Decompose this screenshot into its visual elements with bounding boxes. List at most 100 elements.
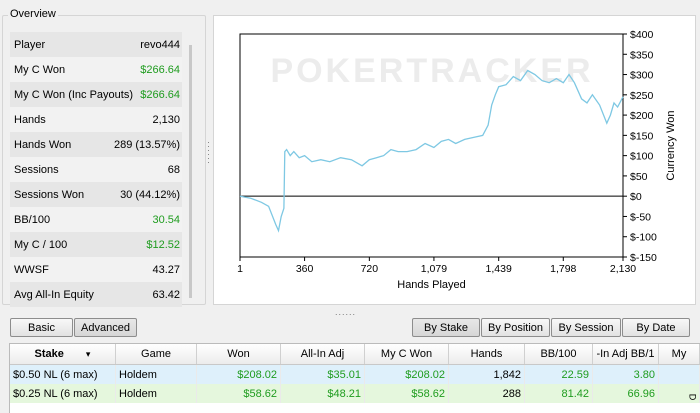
overview-row: My C / 100 $12.52 xyxy=(10,232,182,257)
table-cell: $0.50 NL (6 max) xyxy=(10,365,116,384)
grid-header-label: Won xyxy=(227,348,250,360)
table-row[interactable]: $0.50 NL (6 max) Holdem $208.02 $35.01 $208.… xyxy=(10,365,700,384)
grid-header: Stake ▾ Game Won All-In Adj My C Won Hands BB/… xyxy=(10,344,700,365)
chart-panel: POKERTRACKER $400 $350 $300 $250 $200 $150 $100… xyxy=(213,15,696,305)
y-tick-label: $400 xyxy=(630,29,654,41)
grid-header-cell[interactable]: My xyxy=(659,344,700,364)
grid-header-cell[interactable]: My C Won xyxy=(365,344,449,364)
table-cell: $0.25 NL (6 max) xyxy=(10,384,116,403)
table-cell: 22.59 xyxy=(525,365,593,384)
basic-button[interactable]: Basic xyxy=(10,318,73,337)
grid-header-cell[interactable]: -In Adj BB/1 xyxy=(593,344,659,364)
overview-scrollbar[interactable] xyxy=(189,45,192,298)
overview-row-label: Hands Won xyxy=(14,138,72,151)
grid-header-label: My xyxy=(671,348,687,360)
table-cell xyxy=(659,365,700,384)
overview-row-value: 289 (13.57%) xyxy=(113,138,180,151)
grid-header-cell[interactable]: BB/100 xyxy=(525,344,593,364)
overview-row-label: Player xyxy=(14,38,46,51)
table-cell: $58.62 xyxy=(197,384,281,403)
y-tick-label: $0 xyxy=(630,191,642,203)
table-cell: $48.21 xyxy=(281,384,365,403)
series-line xyxy=(239,69,624,233)
overview-row-label: Sessions Won xyxy=(14,188,85,201)
y-tick-label: $-150 xyxy=(630,252,657,264)
overview-row-value: $266.64 xyxy=(140,88,180,101)
by-stake-button[interactable]: By Stake xyxy=(412,318,480,337)
grid-scroll-label: D xyxy=(687,393,698,401)
x-tick-label: 1 xyxy=(237,263,243,275)
table-cell: $208.02 xyxy=(197,365,281,384)
sort-arrow-icon: ▾ xyxy=(85,348,91,359)
table-cell: $208.02 xyxy=(365,365,449,384)
table-cell: 1,842 xyxy=(449,365,525,384)
advanced-button[interactable]: Advanced xyxy=(74,318,137,337)
y-tick-label: $100 xyxy=(630,151,654,163)
table-row[interactable]: $0.25 NL (6 max) Holdem $58.62 $48.21 $58.62… xyxy=(10,384,700,403)
overview-row: BB/100 30.54 xyxy=(10,207,182,232)
overview-row-value: 2,130 xyxy=(152,113,180,126)
overview-row-value: 43.27 xyxy=(152,263,180,276)
table-cell: 66.96 xyxy=(593,384,659,403)
overview-row-label: Avg All-In Equity xyxy=(14,288,94,301)
y-tick-label: $50 xyxy=(630,171,648,183)
by-session-button[interactable]: By Session xyxy=(551,318,621,337)
y-tick-label: $300 xyxy=(630,70,654,82)
grid-header-label: Hands xyxy=(470,348,503,360)
overview-row-label: My C / 100 xyxy=(14,238,68,251)
plot-frame xyxy=(239,33,624,258)
y-tick-label: $350 xyxy=(630,49,654,61)
table-cell: Holdem xyxy=(116,365,197,384)
vertical-splitter[interactable]: · · · · · · xyxy=(207,137,210,167)
overview-row-value: $266.64 xyxy=(140,63,180,76)
overview-row: My C Won $266.64 xyxy=(10,57,182,82)
grid-header-label: Stake xyxy=(34,348,64,360)
y-tick-label: $150 xyxy=(630,130,654,142)
y-tick-label: $200 xyxy=(630,110,654,122)
x-axis-title: Hands Played xyxy=(397,279,466,291)
overview-row-label: WWSF xyxy=(14,263,49,276)
profit-chart: POKERTRACKER $400 $350 $300 $250 $200 $150 $100… xyxy=(237,29,677,291)
table-cell: 81.42 xyxy=(525,384,593,403)
x-tick-label: 1,439 xyxy=(486,263,512,275)
grid-header-cell[interactable]: All-In Adj xyxy=(281,344,365,364)
overview-row: Player revo444 xyxy=(10,32,182,57)
grid-header-stake-sortable[interactable]: Stake ▾ xyxy=(10,344,116,364)
overview-row-value: 63.42 xyxy=(152,288,180,301)
x-tick-label: 720 xyxy=(361,263,379,275)
grid-header-label: -In Adj BB/1 xyxy=(596,348,655,360)
x-tick-label: 360 xyxy=(296,263,314,275)
by-date-button[interactable]: By Date xyxy=(622,318,690,337)
table-cell: $35.01 xyxy=(281,365,365,384)
grid-header-cell[interactable]: Game xyxy=(116,344,197,364)
grid-header-cell[interactable]: Won xyxy=(197,344,281,364)
overview-row: Avg All-In Equity 63.42 xyxy=(10,282,182,307)
overview-row-label: My C Won xyxy=(14,63,66,76)
table-cell: 3.80 xyxy=(593,365,659,384)
overview-row: Hands Won 289 (13.57%) xyxy=(10,132,182,157)
x-tick-label: 2,130 xyxy=(610,263,636,275)
stats-grid: Stake ▾ Game Won All-In Adj My C Won Hands BB/… xyxy=(9,343,700,413)
overview-row-value: 30.54 xyxy=(152,213,180,226)
watermark-text: POKERTRACKER xyxy=(270,52,593,90)
by-position-button[interactable]: By Position xyxy=(481,318,550,337)
grid-header-cell[interactable]: Hands xyxy=(449,344,525,364)
overview-row-label: My C Won (Inc Payouts) xyxy=(14,88,133,101)
overview-row-value: revo444 xyxy=(140,38,180,51)
y-tick-label: $-100 xyxy=(630,232,657,244)
overview-row: WWSF 43.27 xyxy=(10,257,182,282)
overview-row: My C Won (Inc Payouts) $266.64 xyxy=(10,82,182,107)
overview-title: Overview xyxy=(8,8,58,20)
overview-row-label: BB/100 xyxy=(14,213,51,226)
horizontal-splitter[interactable]: ...... xyxy=(335,307,357,317)
overview-row-value: 68 xyxy=(167,163,180,176)
y-axis-title: Currency Won xyxy=(665,110,677,180)
x-tick-label: 1,079 xyxy=(421,263,447,275)
grid-header-label: My C Won xyxy=(380,348,433,360)
grid-header-label: All-In Adj xyxy=(300,348,345,360)
grid-header-label: BB/100 xyxy=(540,348,577,360)
table-cell: Holdem xyxy=(116,384,197,403)
y-tick-label: $250 xyxy=(630,90,654,102)
y-tick-label: $-50 xyxy=(630,211,651,223)
overview-row-label: Hands xyxy=(14,113,46,126)
